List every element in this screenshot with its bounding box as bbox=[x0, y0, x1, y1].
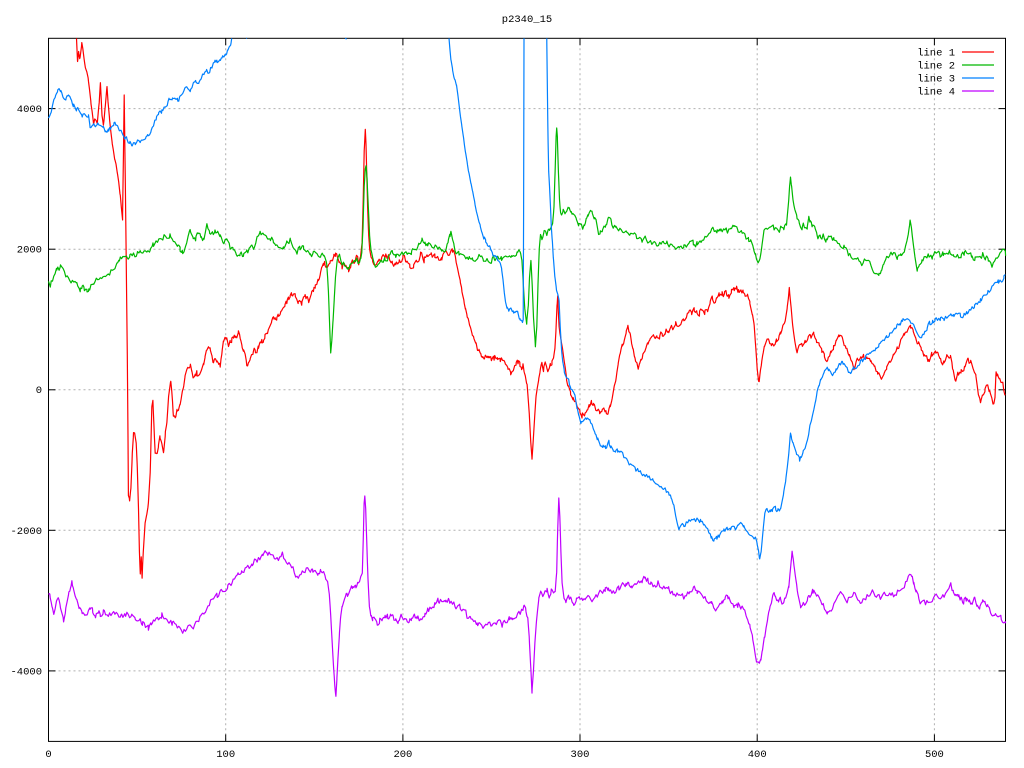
svg-text:0: 0 bbox=[36, 385, 42, 397]
svg-text:line 3: line 3 bbox=[917, 74, 955, 86]
svg-text:0: 0 bbox=[45, 749, 51, 761]
svg-text:p2340_15: p2340_15 bbox=[502, 14, 552, 26]
svg-text:400: 400 bbox=[748, 749, 767, 761]
svg-text:200: 200 bbox=[393, 749, 412, 761]
svg-text:-2000: -2000 bbox=[10, 526, 42, 538]
svg-text:line 4: line 4 bbox=[917, 87, 955, 99]
svg-text:4000: 4000 bbox=[17, 104, 42, 116]
svg-text:line 1: line 1 bbox=[917, 48, 955, 60]
svg-text:500: 500 bbox=[925, 749, 944, 761]
svg-text:2000: 2000 bbox=[17, 245, 42, 257]
svg-text:100: 100 bbox=[216, 749, 235, 761]
svg-text:300: 300 bbox=[571, 749, 590, 761]
svg-text:line 2: line 2 bbox=[917, 61, 955, 73]
svg-text:-4000: -4000 bbox=[10, 666, 42, 678]
